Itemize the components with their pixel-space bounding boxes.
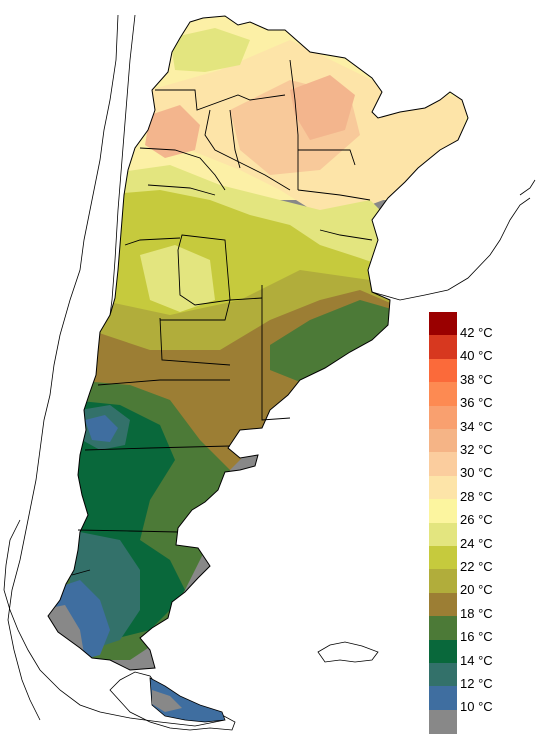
legend-label: 30 °C xyxy=(460,465,493,481)
zone-24-26-north xyxy=(170,28,250,72)
legend-label: 16 °C xyxy=(460,629,493,645)
legend-swatch xyxy=(429,686,457,711)
legend-label: 34 °C xyxy=(460,418,493,434)
zone-16-18-east xyxy=(270,300,395,382)
legend-swatch xyxy=(429,616,457,641)
legend-swatch xyxy=(429,335,457,360)
legend-label: 28 °C xyxy=(460,488,493,504)
legend-swatch xyxy=(429,592,457,617)
legend-swatch xyxy=(429,382,457,407)
province-boundaries xyxy=(71,59,373,576)
legend-swatch xyxy=(429,475,457,500)
legend-label: 20 °C xyxy=(460,582,493,598)
legend-swatch xyxy=(429,639,457,664)
legend-label: 36 °C xyxy=(460,395,493,411)
legend-label: 14 °C xyxy=(460,652,493,668)
legend-label: 18 °C xyxy=(460,605,493,621)
legend-swatch xyxy=(429,663,457,687)
legend-label: 26 °C xyxy=(460,512,493,528)
legend-swatch xyxy=(429,522,457,547)
legend-label: 40 °C xyxy=(460,348,493,364)
legend-label: 22 °C xyxy=(460,559,493,574)
legend-label: 24 °C xyxy=(460,535,493,551)
neighbor-outline xyxy=(3,14,536,731)
zone-32-34-west xyxy=(145,105,200,158)
legend-swatch xyxy=(429,569,457,594)
zone-24-26-pocket xyxy=(140,245,215,312)
zone-32-34-east xyxy=(290,75,355,140)
legend-label: 32 °C xyxy=(460,442,493,457)
legend-label: 38 °C xyxy=(460,371,493,387)
legend-swatch xyxy=(429,452,457,477)
legend-label: 10 °C xyxy=(460,699,493,715)
legend-swatch xyxy=(429,405,457,430)
legend-swatch xyxy=(429,499,457,524)
legend-swatch xyxy=(429,429,457,453)
legend-label: 12 °C xyxy=(460,676,493,691)
legend-swatch xyxy=(429,358,457,383)
zone-10-12-north xyxy=(85,415,118,442)
legend-swatch xyxy=(429,312,457,336)
legend-swatch xyxy=(429,709,457,734)
tierra-del-fuego xyxy=(149,677,226,723)
legend-swatch xyxy=(429,546,457,570)
legend-label: 42 °C xyxy=(460,325,493,340)
